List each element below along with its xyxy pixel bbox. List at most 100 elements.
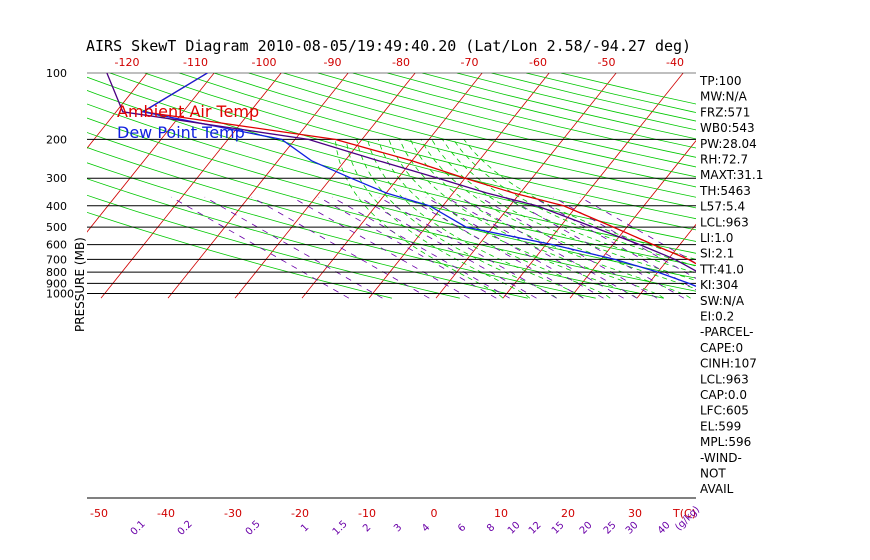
stability-index: LCL:963 bbox=[700, 372, 749, 386]
mixing-ratio-line bbox=[479, 196, 658, 299]
mixing-ratio-label: 8 bbox=[485, 522, 497, 534]
dry-adiabat-line bbox=[248, 73, 696, 188]
stability-index: TP:100 bbox=[699, 74, 742, 88]
stability-index: LFC:605 bbox=[700, 404, 749, 418]
dry-adiabat-line bbox=[87, 103, 696, 266]
mixing-ratio-line bbox=[318, 196, 497, 299]
y-axis-label: PRESSURE (MB) bbox=[73, 237, 87, 332]
mixing-ratio-label: 15 bbox=[550, 520, 567, 537]
stability-index: EI:0.2 bbox=[700, 310, 734, 324]
top-temp-tick-label: -80 bbox=[392, 56, 410, 69]
top-temp-tick-label: -60 bbox=[529, 56, 547, 69]
mixing-ratio-line bbox=[378, 196, 557, 299]
bottom-temp-tick-label: -50 bbox=[90, 507, 108, 520]
isotherm-line bbox=[87, 73, 215, 233]
stability-index: EL:599 bbox=[700, 419, 741, 433]
moist-adiabat-line bbox=[431, 139, 696, 281]
stability-index: LCL:963 bbox=[700, 215, 749, 229]
legend-air-temp: Ambient Air Temp bbox=[117, 102, 259, 121]
stability-index: KI:304 bbox=[700, 278, 738, 292]
profile-line-parcel bbox=[106, 73, 696, 272]
pressure-tick-label: 1000 bbox=[46, 288, 74, 301]
pressure-tick-label: 200 bbox=[46, 133, 67, 146]
mixing-ratio-line bbox=[331, 196, 510, 299]
pressure-tick-label: 100 bbox=[46, 67, 67, 80]
mixing-ratio-line bbox=[532, 196, 696, 291]
isotherm-line bbox=[0, 73, 80, 298]
top-temp-tick-label: -110 bbox=[183, 56, 208, 69]
mixing-ratio-line bbox=[459, 196, 638, 299]
stability-index: TH:5463 bbox=[699, 184, 751, 198]
mixing-ratio-line bbox=[579, 196, 696, 264]
bottom-temp-tick-label: -20 bbox=[291, 507, 309, 520]
pressure-tick-label: 300 bbox=[46, 172, 67, 185]
profile-lines bbox=[106, 73, 696, 287]
stability-index: PW:28.04 bbox=[700, 137, 757, 151]
top-temp-tick-label: -100 bbox=[252, 56, 277, 69]
moist-adiabat-line bbox=[420, 139, 696, 290]
isotherm-line bbox=[838, 73, 870, 298]
moist-adiabat-line bbox=[409, 139, 691, 299]
bottom-temp-tick-label: 10 bbox=[494, 507, 508, 520]
dry-adiabat-line bbox=[213, 73, 696, 198]
legend: Ambient Air Temp Dew Point Temp bbox=[117, 102, 259, 142]
moist-adiabat-line bbox=[334, 139, 504, 299]
mixing-ratio-label: 1 bbox=[299, 522, 311, 534]
pressure-tick-label: 700 bbox=[46, 253, 67, 266]
moist-adiabat-line bbox=[377, 139, 611, 299]
mixing-ratio-line bbox=[171, 196, 350, 299]
profile-line-ambient-air-temp bbox=[141, 73, 696, 265]
moist-adiabat-line bbox=[356, 139, 557, 299]
dry-adiabat-line bbox=[491, 73, 696, 122]
profile-line-dew-point-temp bbox=[141, 73, 696, 287]
mixing-ratio-label: 0.5 bbox=[244, 519, 263, 538]
isotherm-line bbox=[167, 73, 349, 299]
mixing-ratio-label: 12 bbox=[527, 520, 544, 537]
isotherm-line bbox=[100, 73, 282, 299]
mixing-ratio-label: 25 bbox=[602, 520, 619, 537]
chart-title: AIRS SkewT Diagram 2010-08-05/19:49:40.2… bbox=[86, 37, 691, 55]
stability-index: -WIND- bbox=[700, 451, 742, 465]
isotherm-line bbox=[87, 73, 148, 149]
legend-dew-point: Dew Point Temp bbox=[117, 123, 245, 142]
moist-adiabat-line bbox=[452, 139, 696, 267]
dry-adiabat-line bbox=[87, 211, 392, 299]
top-temp-tick-label: -40 bbox=[666, 56, 684, 69]
mixing-ratio-label: 4 bbox=[420, 522, 432, 534]
moist-adiabat-line bbox=[345, 139, 531, 299]
moist-adiabat-line bbox=[367, 139, 584, 299]
mixing-ratio-label: 30 bbox=[624, 520, 641, 537]
dry-adiabat-line bbox=[109, 73, 696, 231]
moist-adiabat-line bbox=[399, 139, 665, 299]
mixing-ratio-line bbox=[445, 196, 624, 299]
bottom-temp-tick-label: -10 bbox=[358, 507, 376, 520]
top-temp-tick-label: -70 bbox=[461, 56, 479, 69]
mixing-ratio-label: 1.5 bbox=[331, 519, 350, 538]
stability-index: CAP:0.0 bbox=[700, 388, 747, 402]
mixing-ratio-line bbox=[204, 196, 383, 299]
mixing-ratio-line bbox=[425, 196, 604, 299]
dry-adiabat-line bbox=[317, 73, 696, 168]
stability-index: CINH:107 bbox=[700, 357, 757, 371]
mixing-ratio-label: 2 bbox=[361, 522, 373, 534]
dry-adiabat-line bbox=[87, 194, 460, 299]
dry-adiabat-line bbox=[144, 73, 696, 220]
mixing-ratio-label: 0.2 bbox=[176, 519, 195, 538]
bottom-unit-label: T(C) bbox=[672, 507, 696, 520]
stability-index: MPL:596 bbox=[700, 435, 751, 449]
stability-index: SW:N/A bbox=[700, 294, 745, 308]
pressure-tick-label: 500 bbox=[46, 221, 67, 234]
stability-index: -PARCEL- bbox=[700, 325, 754, 339]
pressure-tick-label: 600 bbox=[46, 239, 67, 252]
dry-adiabat-line bbox=[456, 73, 696, 131]
bottom-temp-tick-label: 20 bbox=[561, 507, 575, 520]
mixing-ratio-label: 6 bbox=[456, 522, 468, 534]
stability-index: RH:72.7 bbox=[700, 153, 748, 167]
mixing-ratio-line bbox=[358, 196, 537, 299]
isotherm-line bbox=[0, 73, 13, 298]
dry-adiabat-line bbox=[87, 162, 596, 299]
dry-adiabat-line bbox=[87, 178, 528, 299]
mixing-ratio-label: 0.1 bbox=[129, 519, 148, 538]
mixing-ratio-line bbox=[251, 196, 430, 299]
dry-adiabat-line bbox=[179, 73, 696, 209]
